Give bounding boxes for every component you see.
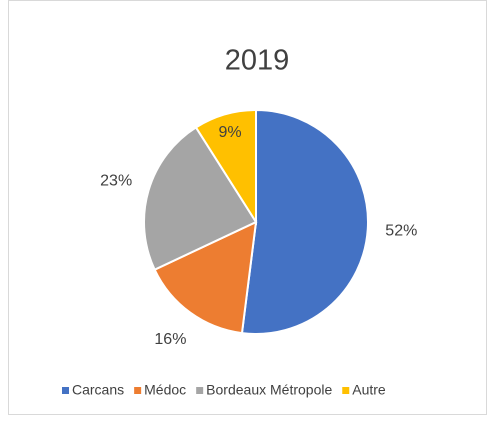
data-label: 23% [100, 173, 132, 190]
data-label: 9% [219, 124, 242, 141]
pie-slice [194, 108, 257, 226]
chart-title: 2019 [225, 45, 290, 77]
data-label: 16% [154, 331, 186, 348]
pie-slice [143, 126, 258, 272]
legend-label: Médoc [144, 382, 186, 398]
legend-swatch [62, 387, 69, 394]
legend-label: Bordeaux Métropole [206, 382, 332, 398]
pie-slice [153, 220, 258, 335]
data-label: 52% [385, 222, 417, 239]
pie-slice [240, 108, 369, 335]
legend-label: Carcans [72, 382, 124, 398]
legend-swatch [196, 387, 204, 394]
legend-swatch [342, 387, 350, 394]
legend-swatch [134, 387, 142, 394]
legend-label: Autre [352, 382, 386, 398]
